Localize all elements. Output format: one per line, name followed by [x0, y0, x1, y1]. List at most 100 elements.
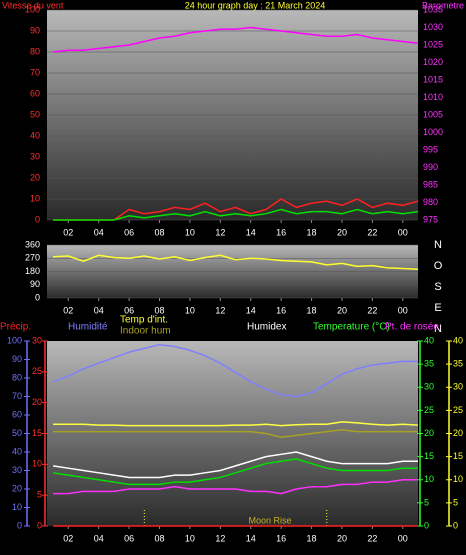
- x-tick-label: 14: [246, 227, 256, 237]
- x-tick-label: 02: [63, 533, 73, 543]
- y-tick-label: 995: [423, 144, 438, 154]
- y-tick-label: 80: [12, 372, 22, 382]
- legend-entry: Indoor hum: [120, 326, 171, 337]
- y-tick-label: 1025: [423, 39, 443, 49]
- x-tick-label: 08: [155, 227, 165, 237]
- x-tick-label: 20: [337, 305, 347, 315]
- x-tick-label: 10: [185, 227, 195, 237]
- x-tick-label: 10: [185, 305, 195, 315]
- y-tick-label: 1030: [423, 22, 443, 32]
- y-tick-label: 180: [25, 266, 40, 276]
- legend-entry: Temperature (°C): [313, 322, 390, 333]
- x-tick-label: 10: [185, 533, 195, 543]
- y-tick-label: 20: [32, 397, 42, 407]
- compass-label: N: [434, 239, 442, 251]
- y-tick-label: 40: [424, 335, 434, 345]
- y-tick-label: 30: [453, 382, 463, 392]
- series-line: [52, 458, 418, 486]
- x-tick-label: 02: [63, 305, 73, 315]
- x-tick-label: 02: [63, 227, 73, 237]
- y-tick-label: 35: [424, 359, 434, 369]
- y-tick-label: 30: [30, 151, 40, 161]
- y-tick-label: 0: [453, 520, 458, 530]
- series-line: [53, 429, 418, 438]
- y-tick-label: 10: [453, 474, 463, 484]
- y-tick-label: 20: [30, 172, 40, 182]
- y-tick-label: 20: [12, 483, 22, 493]
- y-tick-label: 25: [424, 405, 434, 415]
- legend-entry: Temp d'int.: [120, 315, 168, 326]
- x-tick-label: 00: [398, 227, 408, 237]
- y-tick-label: 20: [453, 428, 463, 438]
- y-tick-label: 10: [12, 502, 22, 512]
- y-tick-label: 15: [424, 451, 434, 461]
- series-line: [53, 254, 419, 271]
- x-tick-label: 04: [94, 227, 104, 237]
- x-tick-label: 12: [215, 227, 225, 237]
- y-tick-label: 1010: [423, 92, 443, 102]
- y-tick-label: 990: [423, 162, 438, 172]
- x-tick-label: 18: [307, 533, 317, 543]
- x-tick-label: 16: [276, 227, 286, 237]
- x-tick-label: 04: [94, 533, 104, 543]
- x-tick-label: 12: [215, 533, 225, 543]
- y-tick-label: 70: [30, 67, 40, 77]
- y-tick-label: 5: [453, 497, 458, 507]
- y-tick-label: 70: [12, 391, 22, 401]
- compass-label: E: [434, 302, 441, 314]
- y-tick-label: 980: [423, 197, 438, 207]
- x-tick-label: 18: [307, 227, 317, 237]
- x-tick-label: 08: [155, 305, 165, 315]
- series-line: [52, 26, 419, 53]
- y-tick-label: 1000: [423, 127, 443, 137]
- x-tick-label: 08: [155, 533, 165, 543]
- x-tick-label: 06: [124, 227, 134, 237]
- series-line: [53, 479, 418, 495]
- y-tick-label: 90: [30, 25, 40, 35]
- y-tick-label: 25: [32, 366, 42, 376]
- y-tick-label: 100: [7, 335, 22, 345]
- y-tick-label: 50: [12, 428, 22, 438]
- x-tick-label: 22: [367, 533, 377, 543]
- y-tick-label: 90: [30, 279, 40, 289]
- legend-entry: Humidité: [68, 322, 108, 333]
- y-tick-label: 270: [25, 253, 40, 263]
- x-tick-label: 06: [124, 533, 134, 543]
- series-line: [52, 451, 418, 479]
- y-tick-label: 0: [424, 520, 429, 530]
- x-tick-label: 00: [398, 533, 408, 543]
- y-tick-label: 50: [30, 109, 40, 119]
- y-tick-label: 0: [35, 214, 40, 224]
- y-tick-label: 80: [30, 46, 40, 56]
- y-tick-label: 30: [12, 465, 22, 475]
- series-line: [52, 343, 418, 398]
- x-tick-label: 00: [398, 305, 408, 315]
- compass-label: N: [434, 323, 442, 335]
- y-tick-label: 0: [35, 292, 40, 302]
- x-tick-label: 04: [94, 305, 104, 315]
- legend-entry: Pt. de rosée: [385, 322, 439, 333]
- x-tick-label: 06: [124, 305, 134, 315]
- y-tick-label: 100: [25, 4, 40, 14]
- chart-title: 24 hour graph day : 21 March 2024: [185, 0, 326, 10]
- y-tick-label: 90: [12, 354, 22, 364]
- x-tick-label: 22: [367, 305, 377, 315]
- y-tick-label: 60: [30, 88, 40, 98]
- x-tick-label: 22: [367, 227, 377, 237]
- y-tick-label: 15: [453, 451, 463, 461]
- y-tick-label: 30: [424, 382, 434, 392]
- y-tick-label: 1005: [423, 109, 443, 119]
- y-tick-label: 10: [30, 193, 40, 203]
- y-tick-label: 1015: [423, 74, 443, 84]
- legend-entry: Précip.: [0, 322, 31, 333]
- annotation: Moon Rise: [248, 515, 291, 525]
- y-tick-label: 10: [424, 474, 434, 484]
- y-tick-label: 60: [12, 409, 22, 419]
- y-tick-label: 15: [32, 428, 42, 438]
- y-tick-label: 10: [32, 459, 42, 469]
- y-tick-label: 985: [423, 179, 438, 189]
- y-tick-label: 975: [423, 214, 438, 224]
- x-tick-label: 20: [337, 227, 347, 237]
